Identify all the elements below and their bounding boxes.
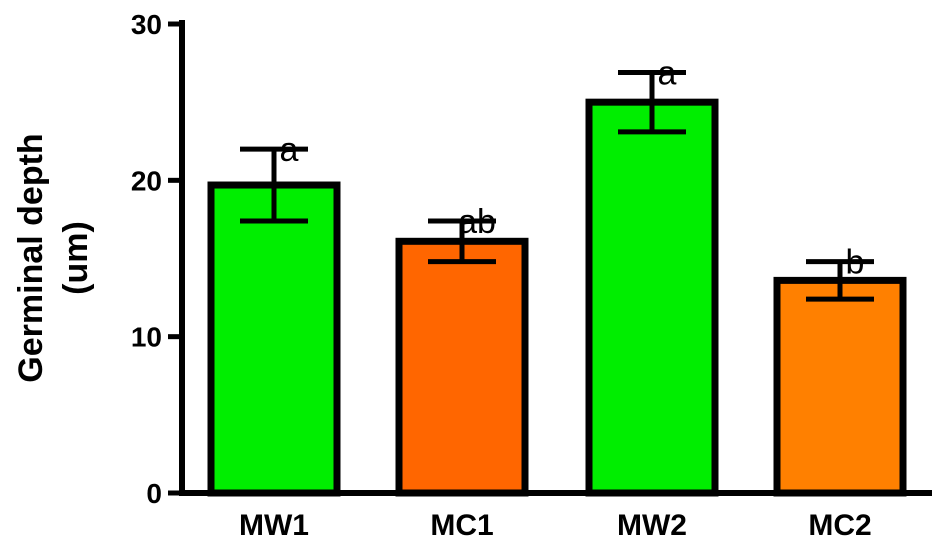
y-tick-label-20: 20 [131, 165, 162, 196]
x-tick-label-mw1: MW1 [239, 509, 309, 542]
significance-label-mc2: b [846, 244, 865, 282]
bar-mc2 [773, 276, 907, 497]
significance-label-mw2: a [658, 54, 677, 92]
x-tick-label-mw2: MW2 [617, 509, 687, 542]
x-tick-label-mc2: MC2 [808, 509, 871, 542]
significance-label-mc1: ab [458, 203, 496, 241]
bar-mw1 [207, 181, 341, 497]
bar-mc1 [395, 237, 529, 497]
significance-label-mw1: a [280, 131, 299, 169]
x-tick-label-mc1: MC1 [430, 509, 493, 542]
y-axis-title-line-2: (um) [57, 221, 95, 295]
y-axis-title: Germinal depth (um) [12, 133, 95, 382]
y-axis-title-line-1: Germinal depth [12, 133, 50, 382]
y-tick-label-0: 0 [146, 478, 162, 509]
bar-mw2 [585, 98, 719, 497]
y-tick-label-10: 10 [131, 322, 162, 353]
y-tick-label-30: 30 [131, 9, 162, 40]
